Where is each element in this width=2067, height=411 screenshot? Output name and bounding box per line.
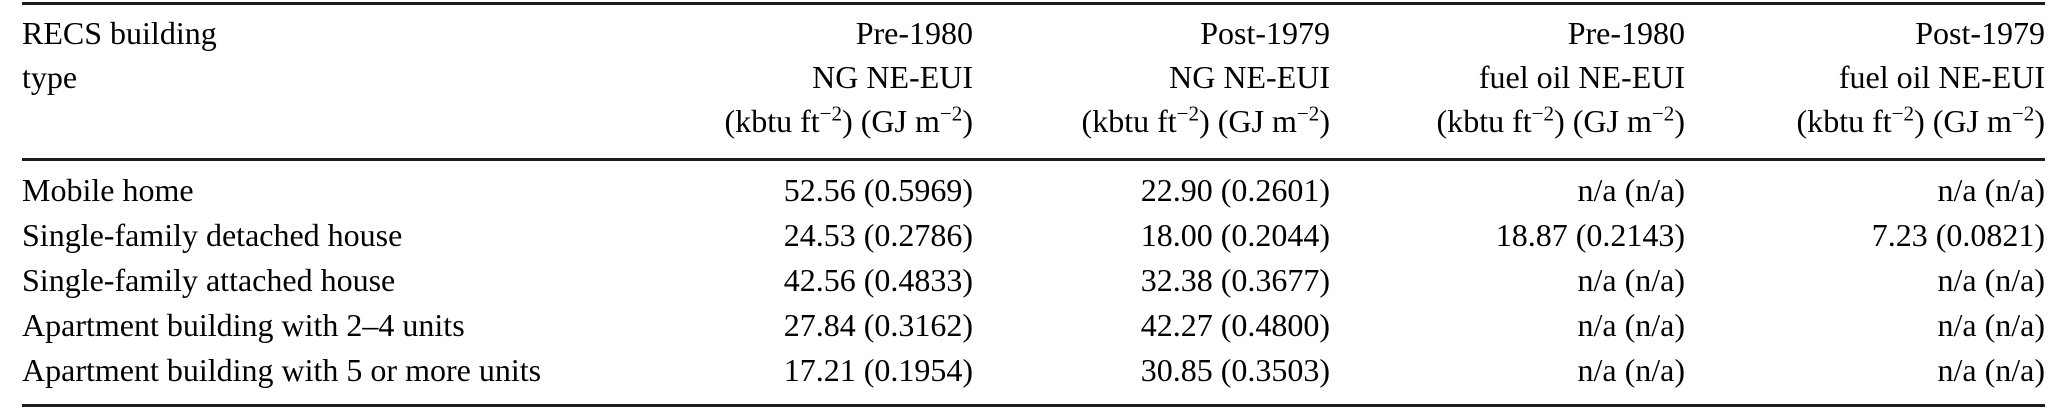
pre1980-ng-cell: 27.84 (0.3162) xyxy=(783,307,973,343)
pre1980-ng-cell: 17.21 (0.1954) xyxy=(783,352,973,388)
building-type-cell: Apartment building with 2–4 units xyxy=(22,307,465,343)
col-header-pre1980-ng: Pre-1980 NG NE-EUI (kbtu ft−2) (GJ m−2) xyxy=(640,3,973,161)
header-line: NG NE-EUI xyxy=(1169,59,1330,95)
col-header-post1979-ng: Post-1979 NG NE-EUI (kbtu ft−2) (GJ m−2) xyxy=(973,3,1330,161)
header-line: NG NE-EUI xyxy=(812,59,973,95)
post1979-ng-cell: 32.38 (0.3677) xyxy=(1140,262,1330,298)
header-units: (kbtu ft−2) (GJ m−2) xyxy=(1796,101,2045,139)
col-header-pre1980-fuel-oil: Pre-1980 fuel oil NE-EUI (kbtu ft−2) (GJ… xyxy=(1330,3,1685,161)
header-line: Pre-1980 xyxy=(1567,15,1685,51)
col-header-building-type: RECS building type xyxy=(22,3,640,161)
header-line: fuel oil NE-EUI xyxy=(1478,59,1685,95)
header-line: Pre-1980 xyxy=(855,15,973,51)
post1979-ng-cell: 42.27 (0.4800) xyxy=(1140,307,1330,343)
post1979-fuel-oil-cell: n/a (n/a) xyxy=(1937,352,2046,388)
header-units: (kbtu ft−2) (GJ m−2) xyxy=(724,101,973,139)
table-row: Apartment building with 5 or more units … xyxy=(22,348,2045,406)
header-line: Post-1979 xyxy=(1200,15,1330,51)
header-units: (kbtu ft−2) (GJ m−2) xyxy=(1436,101,1685,139)
table-row: Mobile home 52.56 (0.5969) 22.90 (0.2601… xyxy=(22,160,2045,214)
building-type-cell: Apartment building with 5 or more units xyxy=(22,352,542,388)
table-row: Single-family detached house 24.53 (0.27… xyxy=(22,213,2045,258)
pre1980-fuel-oil-cell: n/a (n/a) xyxy=(1577,172,1686,208)
post1979-ng-cell: 30.85 (0.3503) xyxy=(1140,352,1330,388)
pre1980-fuel-oil-cell: n/a (n/a) xyxy=(1577,307,1686,343)
building-type-cell: Mobile home xyxy=(22,172,194,208)
pre1980-fuel-oil-cell: n/a (n/a) xyxy=(1577,352,1686,388)
header-line: Post-1979 xyxy=(1915,15,2045,51)
header-row: RECS building type Pre-1980 NG NE-EUI (k… xyxy=(22,3,2045,161)
header-line: RECS building xyxy=(22,15,217,51)
building-type-cell: Single-family detached house xyxy=(22,217,403,253)
recs-ne-eui-table: RECS building type Pre-1980 NG NE-EUI (k… xyxy=(22,2,2045,407)
post1979-fuel-oil-cell: n/a (n/a) xyxy=(1937,172,2046,208)
header-line: type xyxy=(22,59,78,95)
post1979-ng-cell: 18.00 (0.2044) xyxy=(1140,217,1330,253)
header-line: fuel oil NE-EUI xyxy=(1838,59,2045,95)
pre1980-fuel-oil-cell: 18.87 (0.2143) xyxy=(1495,217,1685,253)
post1979-fuel-oil-cell: n/a (n/a) xyxy=(1937,262,2046,298)
post1979-ng-cell: 22.90 (0.2601) xyxy=(1140,172,1330,208)
col-header-post1979-fuel-oil: Post-1979 fuel oil NE-EUI (kbtu ft−2) (G… xyxy=(1685,3,2045,161)
table-row: Apartment building with 2–4 units 27.84 … xyxy=(22,303,2045,348)
building-type-cell: Single-family attached house xyxy=(22,262,396,298)
post1979-fuel-oil-cell: 7.23 (0.0821) xyxy=(1871,217,2045,253)
header-units: (kbtu ft−2) (GJ m−2) xyxy=(1081,101,1330,139)
pre1980-ng-cell: 24.53 (0.2786) xyxy=(783,217,973,253)
table-row: Single-family attached house 42.56 (0.48… xyxy=(22,258,2045,303)
pre1980-ng-cell: 52.56 (0.5969) xyxy=(783,172,973,208)
pre1980-fuel-oil-cell: n/a (n/a) xyxy=(1577,262,1686,298)
post1979-fuel-oil-cell: n/a (n/a) xyxy=(1937,307,2046,343)
pre1980-ng-cell: 42.56 (0.4833) xyxy=(783,262,973,298)
